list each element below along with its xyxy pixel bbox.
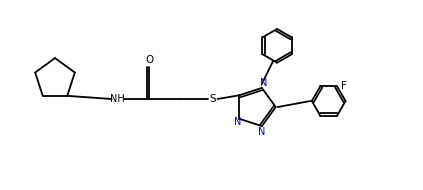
- Text: O: O: [145, 55, 154, 66]
- Text: N: N: [258, 127, 266, 137]
- Text: N: N: [234, 117, 241, 127]
- Text: S: S: [209, 94, 216, 104]
- Text: N: N: [260, 78, 267, 88]
- Text: NH: NH: [110, 94, 124, 104]
- Text: F: F: [341, 82, 347, 91]
